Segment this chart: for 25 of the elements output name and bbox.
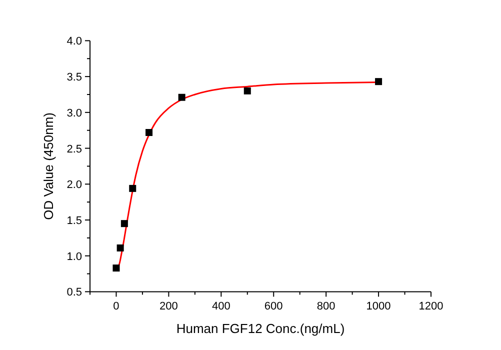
- y-tick-label: 3.5: [66, 72, 82, 84]
- point: [244, 87, 251, 94]
- x-tick-label: 1200: [418, 300, 444, 313]
- y-tick-label: 1.0: [66, 250, 82, 263]
- x-tick-label: 600: [264, 300, 283, 313]
- point: [129, 184, 136, 192]
- y-tick-label: 2.5: [66, 143, 82, 156]
- y-tick-label: 3.0: [66, 107, 82, 120]
- y-tick-label: 2.0: [66, 179, 82, 192]
- x-tick-label: 200: [160, 300, 178, 313]
- x-tick-label: 400: [212, 300, 230, 313]
- x-tick-label: 800: [316, 300, 336, 313]
- y-tick-label: 4.0: [66, 36, 82, 48]
- y-axis-title: OD Value (450nm): [41, 112, 56, 220]
- x-tick-label: 1000: [366, 300, 391, 313]
- y-tick-label: 0.5: [66, 286, 82, 299]
- x-tick-label: 0: [113, 300, 120, 313]
- point: [120, 220, 128, 228]
- point: [375, 78, 382, 86]
- point: [112, 264, 120, 272]
- point: [178, 94, 186, 101]
- point: [146, 128, 153, 136]
- point: [116, 244, 124, 252]
- x-axis-title: Human FGF12 Conc.(ng/mL): [176, 321, 345, 336]
- y-tick-label: 1.5: [66, 214, 82, 227]
